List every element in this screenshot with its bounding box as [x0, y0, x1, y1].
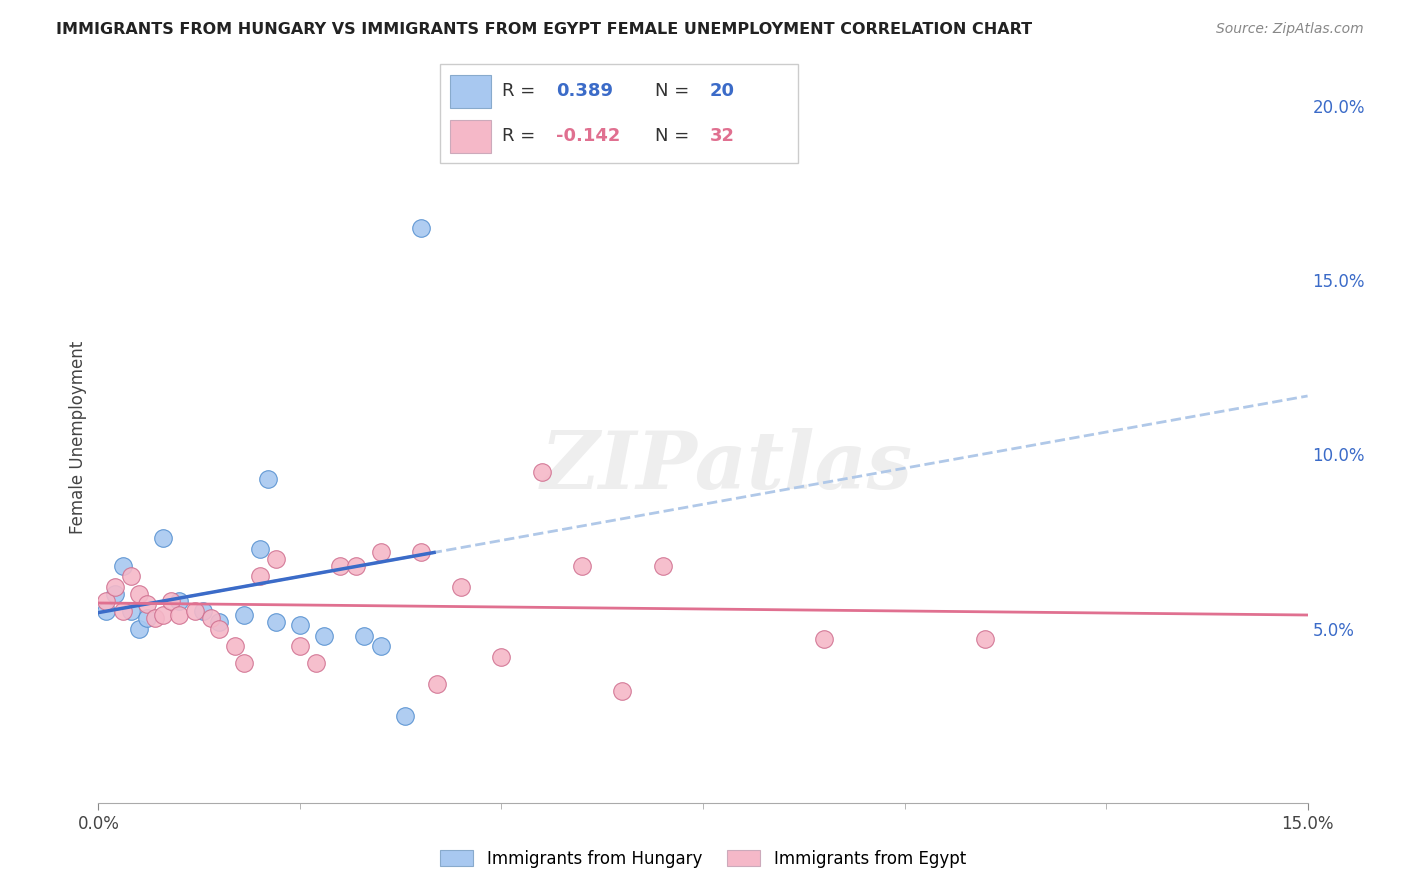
Point [96, 594, 118, 608]
Point [370, 639, 392, 653]
Text: N =: N = [655, 128, 689, 145]
Point [344, 558, 367, 573]
Point [426, 677, 449, 691]
Point [111, 604, 134, 618]
Text: ZIPatlas: ZIPatlas [541, 427, 914, 505]
Point [530, 465, 553, 479]
Point [353, 629, 375, 643]
Point [120, 604, 142, 618]
Point [135, 611, 157, 625]
Point [152, 531, 174, 545]
Point [450, 580, 472, 594]
Point [256, 472, 278, 486]
Point [160, 594, 183, 608]
Text: -0.142: -0.142 [557, 128, 621, 145]
Text: 32: 32 [710, 128, 735, 145]
Point [208, 615, 231, 629]
Point [288, 639, 311, 653]
Point [167, 594, 190, 608]
Point [224, 639, 246, 653]
Point [96, 604, 118, 618]
Point [409, 545, 432, 559]
Y-axis label: Female Unemployment: Female Unemployment [69, 341, 87, 533]
Point [491, 649, 513, 664]
Legend: Immigrants from Hungary, Immigrants from Egypt: Immigrants from Hungary, Immigrants from… [440, 849, 966, 868]
Point [152, 607, 174, 622]
Point [120, 569, 142, 583]
Point [249, 569, 271, 583]
Point [232, 607, 254, 622]
Text: R =: R = [502, 128, 534, 145]
Text: R =: R = [502, 82, 534, 100]
Point [167, 607, 190, 622]
Point [264, 615, 287, 629]
Point [409, 221, 432, 235]
Point [128, 587, 150, 601]
Point [314, 629, 336, 643]
Point [232, 657, 254, 671]
FancyBboxPatch shape [440, 64, 797, 163]
Point [135, 597, 157, 611]
Point [103, 587, 125, 601]
Point [143, 611, 166, 625]
Point [571, 558, 593, 573]
Point [305, 657, 328, 671]
Point [974, 632, 997, 646]
Point [208, 622, 231, 636]
Point [813, 632, 835, 646]
Text: 0.389: 0.389 [557, 82, 613, 100]
FancyBboxPatch shape [450, 75, 491, 108]
Point [200, 611, 222, 625]
Point [103, 580, 125, 594]
Point [193, 604, 215, 618]
Point [264, 552, 287, 566]
Point [651, 558, 673, 573]
Point [612, 684, 634, 698]
Point [288, 618, 311, 632]
Text: N =: N = [655, 82, 689, 100]
Point [128, 622, 150, 636]
Point [394, 708, 416, 723]
Point [329, 558, 352, 573]
Point [370, 545, 392, 559]
Point [249, 541, 271, 556]
Point [111, 558, 134, 573]
Text: Source: ZipAtlas.com: Source: ZipAtlas.com [1216, 22, 1364, 37]
Text: 20: 20 [710, 82, 735, 100]
FancyBboxPatch shape [450, 120, 491, 153]
Point [184, 604, 207, 618]
Text: IMMIGRANTS FROM HUNGARY VS IMMIGRANTS FROM EGYPT FEMALE UNEMPLOYMENT CORRELATION: IMMIGRANTS FROM HUNGARY VS IMMIGRANTS FR… [56, 22, 1032, 37]
